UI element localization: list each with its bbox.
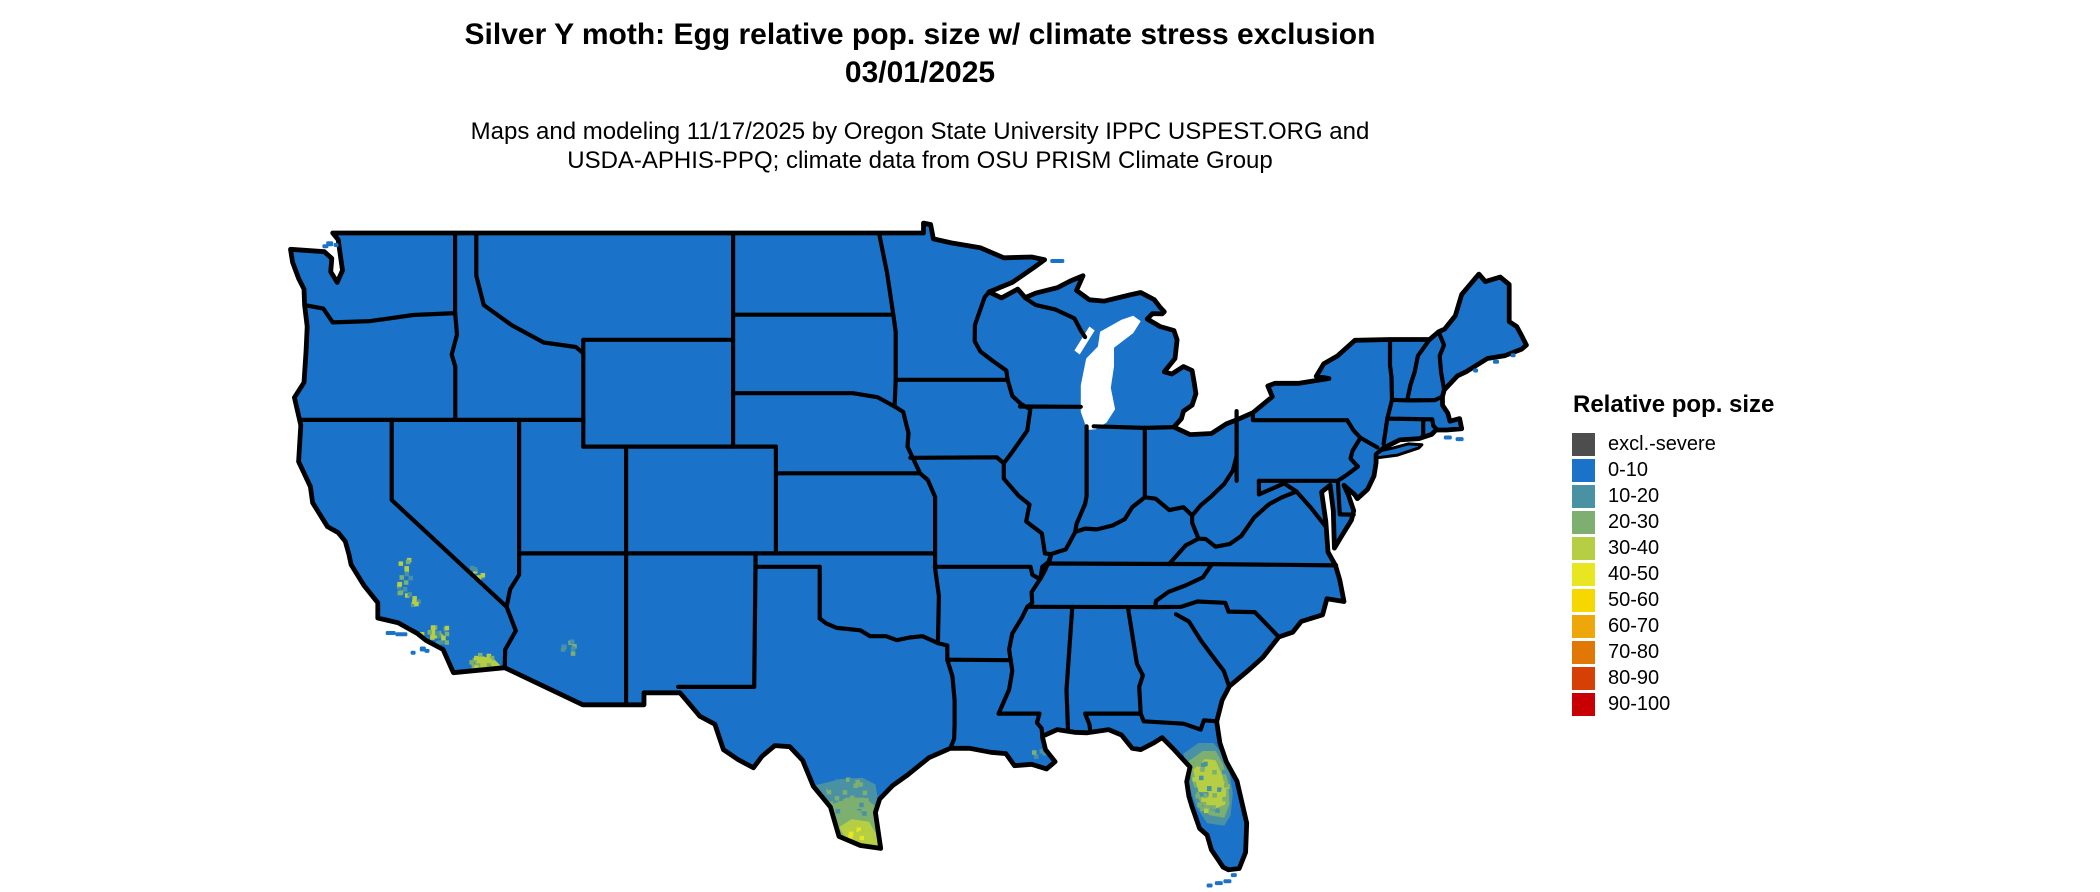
legend-color-swatch — [1572, 589, 1595, 612]
legend-title: Relative pop. size — [1573, 391, 1775, 418]
legend-item-label: 10-20 — [1608, 485, 1660, 507]
legend-item: 10-20 — [1572, 485, 1872, 508]
legend-color-swatch — [1572, 563, 1595, 586]
legend-color-swatch — [1572, 693, 1595, 716]
legend: Relative pop. size excl.-severe 0-10 10-20… — [1572, 391, 1872, 719]
legend-item-label: excl.-severe — [1608, 433, 1716, 455]
legend-item-label: 70-80 — [1608, 641, 1660, 663]
legend-color-swatch — [1572, 433, 1595, 456]
state-borders — [298, 230, 1447, 751]
legend-item: 90-100 — [1572, 693, 1872, 716]
legend-item-label: 50-60 — [1608, 589, 1660, 611]
legend-item: 50-60 — [1572, 589, 1872, 612]
legend-item-label: 60-70 — [1608, 615, 1660, 637]
island-specks — [322, 241, 1516, 888]
legend-color-swatch — [1572, 537, 1595, 560]
legend-item-label: 40-50 — [1608, 563, 1660, 585]
legend-item: excl.-severe — [1572, 433, 1872, 456]
legend-item-label: 20-30 — [1608, 511, 1660, 533]
legend-color-swatch — [1572, 511, 1595, 534]
legend-item: 70-80 — [1572, 641, 1872, 664]
legend-item-label: 30-40 — [1608, 537, 1660, 559]
island — [1375, 442, 1424, 460]
legend-item-label: 0-10 — [1608, 459, 1649, 481]
legend-color-swatch — [1572, 641, 1595, 664]
legend-item: 40-50 — [1572, 563, 1872, 586]
legend-item-label: 90-100 — [1608, 693, 1671, 715]
legend-item: 20-30 — [1572, 511, 1872, 534]
legend-color-swatch — [1572, 615, 1595, 638]
legend-item-label: 80-90 — [1608, 667, 1660, 689]
lake — [1080, 315, 1141, 430]
lake — [1074, 326, 1095, 355]
us-landmass — [290, 223, 1527, 870]
legend-item: 80-90 — [1572, 667, 1872, 690]
legend-item: 0-10 — [1572, 459, 1872, 482]
map-title-line1: Silver Y moth: Egg relative pop. size w/… — [464, 18, 1376, 51]
map-subtitle-line2: USDA-APHIS-PPQ; climate data from OSU PR… — [567, 147, 1273, 174]
header: Silver Y moth: Egg relative pop. size w/… — [0, 16, 1840, 175]
legend-color-swatch — [1572, 459, 1595, 482]
legend-item: 60-70 — [1572, 615, 1872, 638]
legend-color-swatch — [1572, 667, 1595, 690]
map-title-line2: 03/01/2025 — [844, 56, 996, 89]
national-outline — [288, 220, 1529, 873]
legend-color-swatch — [1572, 485, 1595, 508]
legend-item: 30-40 — [1572, 537, 1872, 560]
map-subtitle-line1: Maps and modeling 11/17/2025 by Oregon S… — [470, 118, 1370, 145]
legend-items: excl.-severe 0-10 10-20 20-30 30-40 40-50 50-6… — [1572, 433, 1872, 716]
